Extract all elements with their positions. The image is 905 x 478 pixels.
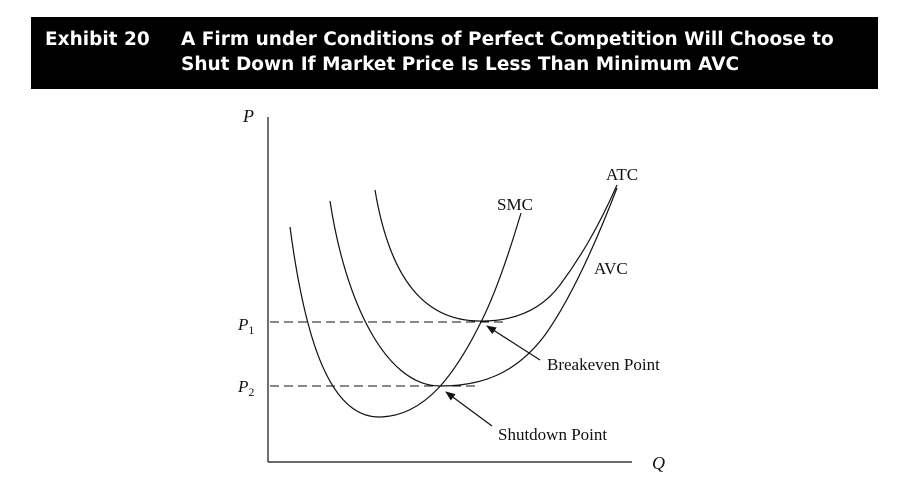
exhibit-title-line2: Shut Down If Market Price Is Less Than M…: [181, 54, 740, 75]
price-level-p2-label: P2: [237, 377, 254, 399]
avc-curve: [329, 187, 618, 387]
price-level-p1-label: P1: [237, 315, 254, 337]
smc-label: SMC: [497, 195, 533, 214]
exhibit-title: A Firm under Conditions of Perfect Compe…: [181, 27, 871, 77]
p1-letter: P: [237, 315, 248, 334]
exhibit-title-line1: A Firm under Conditions of Perfect Compe…: [181, 29, 834, 50]
y-axis-label: P: [242, 106, 254, 126]
breakeven-arrow: [486, 325, 541, 361]
p2-letter: P: [237, 377, 248, 396]
p2-subscript: 2: [248, 385, 254, 399]
smc-curve: [289, 212, 522, 418]
exhibit-label: Exhibit 20: [45, 29, 150, 50]
atc-label: ATC: [606, 165, 638, 184]
shutdown-arrow: [445, 391, 493, 427]
shutdown-label: Shutdown Point: [498, 425, 607, 444]
x-axis-label: Q: [652, 453, 665, 473]
p1-subscript: 1: [248, 323, 254, 337]
exhibit-banner: Exhibit 20 A Firm under Conditions of Pe…: [31, 17, 878, 89]
atc-curve: [374, 184, 618, 322]
avc-label: AVC: [594, 259, 628, 278]
breakeven-label: Breakeven Point: [547, 355, 660, 374]
